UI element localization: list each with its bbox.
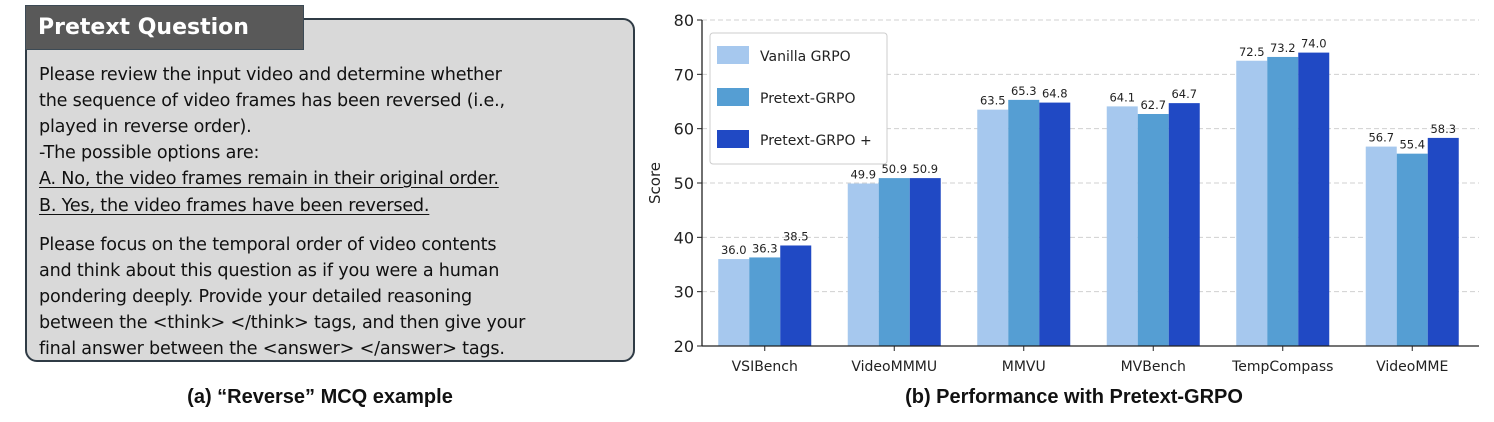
legend-swatch: [717, 130, 749, 148]
x-tick-label: VSIBench: [732, 359, 798, 375]
instruction-line: between the <think> </think> tags, and t…: [39, 313, 526, 333]
legend-label: Pretext-GRPO: [760, 91, 856, 107]
option-a: A. No, the video frames remain in their …: [39, 169, 499, 189]
bar-value-label: 64.7: [1171, 87, 1197, 101]
bar: [749, 257, 781, 346]
bar-value-label: 38.5: [783, 229, 809, 243]
bar: [1298, 52, 1330, 346]
bar: [1008, 99, 1040, 347]
bar-value-label: 50.9: [881, 162, 907, 176]
bar: [1106, 106, 1138, 346]
legend-label: Pretext-GRPO +: [760, 133, 872, 149]
bar-value-label: 50.9: [912, 162, 938, 176]
instruction-line: Please focus on the temporal order of vi…: [39, 235, 497, 255]
option-b: B. Yes, the video frames have been rever…: [39, 196, 430, 216]
y-tick-label: 80: [674, 11, 694, 30]
y-tick-label: 50: [674, 174, 694, 193]
bar: [1365, 146, 1397, 346]
x-tick-label: VideoMMMU: [851, 359, 937, 375]
bar-value-label: 56.7: [1368, 131, 1394, 145]
caption-a: (a) “Reverse” MCQ example: [187, 386, 453, 408]
bar-value-label: 55.4: [1399, 138, 1425, 152]
bar: [718, 259, 750, 346]
bar: [780, 245, 812, 346]
bar-value-label: 36.3: [752, 241, 778, 255]
bar: [1427, 137, 1459, 346]
x-tick-label: TempCompass: [1231, 359, 1333, 375]
bar-value-label: 72.5: [1239, 45, 1265, 59]
question-line: Please review the input video and determ…: [39, 65, 502, 85]
x-tick-label: VideoMME: [1376, 359, 1448, 375]
y-tick-label: 60: [674, 120, 694, 139]
y-tick-label: 40: [674, 228, 694, 247]
bar-value-label: 73.2: [1270, 41, 1296, 55]
bar-value-label: 58.3: [1430, 122, 1456, 136]
bar: [1168, 103, 1200, 346]
pretext-question-header: Pretext Question: [25, 5, 304, 50]
bar-value-label: 64.8: [1042, 87, 1068, 101]
instruction-line: and think about this question as if you …: [39, 261, 500, 281]
bar-value-label: 36.0: [721, 243, 747, 257]
pretext-question-box: [25, 18, 635, 362]
bar: [1236, 60, 1268, 346]
bar: [1039, 102, 1071, 346]
question-line: -The possible options are:: [39, 143, 260, 163]
question-line: played in reverse order).: [39, 117, 252, 137]
legend-swatch: [717, 88, 749, 106]
legend-swatch: [717, 46, 749, 64]
instruction-line: pondering deeply. Provide your detailed …: [39, 287, 472, 307]
caption-b: (b) Performance with Pretext-GRPO: [905, 386, 1243, 408]
bar: [878, 178, 910, 346]
bar: [977, 109, 1009, 347]
bar: [1396, 153, 1428, 346]
question-line: the sequence of video frames has been re…: [39, 91, 505, 111]
bar: [1267, 56, 1299, 347]
legend-label: Vanilla GRPO: [760, 49, 851, 65]
bar-value-label: 64.1: [1109, 90, 1135, 104]
bar: [1137, 113, 1169, 346]
bar: [847, 183, 879, 346]
bar-value-label: 74.0: [1301, 37, 1327, 51]
bar-value-label: 65.3: [1011, 84, 1037, 98]
bar: [909, 178, 941, 346]
y-tick-label: 70: [674, 65, 694, 84]
bar-value-label: 63.5: [980, 94, 1006, 108]
bar-value-label: 62.7: [1140, 98, 1166, 112]
bar-value-label: 49.9: [850, 168, 876, 182]
y-axis-label: Score: [646, 162, 664, 204]
y-tick-label: 30: [674, 283, 694, 302]
x-tick-label: MVBench: [1121, 359, 1186, 375]
x-tick-label: MMVU: [1002, 359, 1046, 375]
legend: [709, 32, 888, 165]
instruction-line: final answer between the <answer> </answ…: [39, 339, 505, 359]
y-tick-label: 20: [674, 337, 694, 356]
